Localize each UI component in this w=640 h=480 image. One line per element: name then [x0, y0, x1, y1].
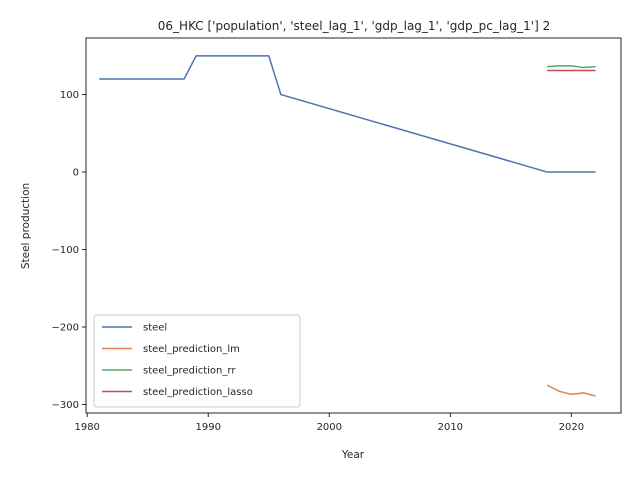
series-line-steel_prediction_lm [546, 384, 596, 397]
y-tick-label: −300 [52, 400, 79, 411]
x-tick-label: 1980 [74, 422, 99, 433]
legend-label: steel [143, 323, 167, 334]
y-tick-label: −200 [52, 322, 79, 333]
chart-title: 06_HKC ['population', 'steel_lag_1', 'gd… [158, 19, 550, 33]
legend-label: steel_prediction_rr [143, 366, 236, 377]
x-tick-label: 2010 [438, 422, 463, 433]
y-tick-label: 0 [73, 168, 79, 179]
legend-label: steel_prediction_lasso [143, 387, 253, 398]
y-axis: −300 −200 −100 0 100 [52, 90, 86, 411]
x-axis: 1980 1990 2000 2010 2020 [74, 413, 584, 433]
series-line-steel [99, 55, 596, 173]
x-tick-label: 1990 [196, 422, 221, 433]
y-tick-label: 100 [60, 90, 79, 101]
x-tick-label: 2020 [559, 422, 584, 433]
legend-label: steel_prediction_lm [143, 344, 240, 355]
y-tick-label: −100 [52, 245, 79, 256]
x-axis-label: Year [341, 449, 365, 461]
legend-box [93, 314, 301, 408]
x-tick-label: 2000 [317, 422, 342, 433]
series-layer [99, 55, 596, 397]
series-line-steel_prediction_rr [547, 65, 596, 69]
y-axis-label: Steel production [20, 183, 32, 269]
plot-frame [85, 37, 622, 414]
legend: steel steel_prediction_lm steel_prediction… [93, 314, 301, 408]
